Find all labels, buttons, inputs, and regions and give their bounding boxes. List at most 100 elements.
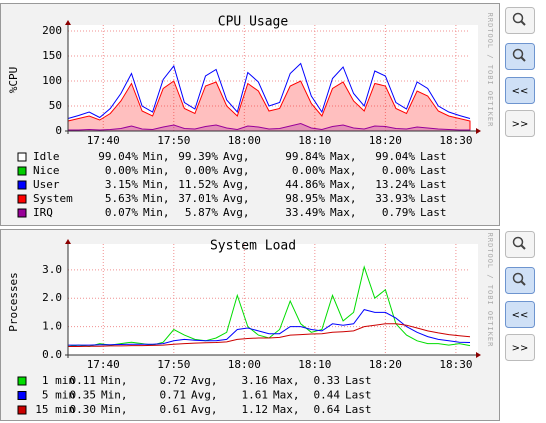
- legend-stat-label: Avg,: [223, 178, 250, 191]
- watermark: RRDTOOL / TOBI OETIKER: [486, 13, 494, 128]
- legend-stat-label: Max,: [330, 192, 357, 205]
- back-button[interactable]: [505, 301, 535, 328]
- y-tick-label: 100: [42, 74, 62, 87]
- legend-swatch: [17, 152, 27, 162]
- back-button[interactable]: [505, 77, 535, 104]
- legend-name: 5 min: [42, 389, 75, 402]
- x-tick-label: 18:10: [298, 134, 331, 147]
- chart-title: CPU Usage: [218, 15, 289, 30]
- chart-title: System Load: [210, 239, 296, 254]
- legend-stat-label: Min,: [143, 164, 170, 177]
- x-tick-label: 17:40: [87, 358, 120, 371]
- y-tick-label: 200: [42, 24, 62, 37]
- magnifier-icon: [512, 272, 524, 284]
- legend-name: 1 min: [42, 374, 75, 387]
- y-tick-label: 150: [42, 49, 62, 62]
- legend-stat: 37.01%: [178, 192, 218, 205]
- y-tick-label: 0.0: [42, 348, 62, 361]
- legend-stat-label: Last: [345, 374, 372, 387]
- legend-stat-label: Min,: [143, 150, 170, 163]
- legend-stat-label: Min,: [143, 192, 170, 205]
- x-tick-label: 18:00: [228, 358, 261, 371]
- button-label: <<: [512, 86, 529, 97]
- button-column: << >> << >>: [505, 7, 535, 361]
- forward-button[interactable]: [505, 334, 535, 361]
- area: [67, 80, 471, 132]
- legend-name: System: [33, 192, 73, 205]
- y-tick-label: 0: [55, 124, 62, 137]
- legend-stat-label: Last: [420, 150, 447, 163]
- legend-stat: 99.39%: [178, 150, 218, 163]
- x-tick-label: 18:20: [369, 358, 402, 371]
- legend-stat-label: Avg,: [191, 389, 218, 402]
- legend-swatch: [17, 194, 27, 204]
- legend-stat-label: Last: [420, 192, 447, 205]
- legend-stat: 1.61: [242, 389, 269, 402]
- legend-stat-label: Max,: [273, 389, 300, 402]
- x-tick-label: 18:10: [298, 358, 331, 371]
- y-tick-label: 1.0: [42, 320, 62, 333]
- legend-stat-label: Last: [420, 178, 447, 191]
- magnifier-icon: [520, 280, 526, 286]
- legend-stat-label: Avg,: [223, 150, 250, 163]
- legend-stat-label: Last: [345, 403, 372, 416]
- line: [67, 62, 471, 119]
- x-tick-label: 18:00: [228, 134, 261, 147]
- button-label: >>: [512, 343, 529, 354]
- zoom-in-button[interactable]: [505, 7, 535, 34]
- legend-swatch: [17, 391, 27, 400]
- legend-stat: 98.95%: [285, 192, 325, 205]
- line: [68, 323, 471, 347]
- watermark: RRDTOOL / TOBI OETIKER: [486, 233, 494, 348]
- legend-stat: 5.63%: [105, 192, 138, 205]
- legend-stat-label: Min,: [101, 374, 128, 387]
- legend-stat-label: Min,: [143, 206, 170, 219]
- legend-stat-label: Min,: [143, 178, 170, 191]
- legend-stat: 44.86%: [285, 178, 325, 191]
- x-tick-label: 17:50: [157, 134, 190, 147]
- zoom-out-button[interactable]: [505, 43, 535, 70]
- legend-stat: 3.15%: [105, 178, 138, 191]
- zoom-in-button[interactable]: [505, 231, 535, 258]
- legend-stat: 0.61: [160, 403, 187, 416]
- axis-arrow: [65, 20, 71, 25]
- legend-stat-label: Avg,: [223, 192, 250, 205]
- magnifier-icon: [512, 236, 524, 248]
- legend-stat: 33.49%: [285, 206, 325, 219]
- legend-stat-label: Last: [420, 206, 447, 219]
- magnifier-icon: [520, 56, 526, 62]
- legend-stat: 0.11: [70, 374, 97, 387]
- legend-stat: 0.44: [314, 389, 341, 402]
- plot-area: [68, 244, 478, 355]
- legend-stat-label: Max,: [330, 178, 357, 191]
- x-tick-label: 17:40: [87, 134, 120, 147]
- legend-stat-label: Last: [345, 389, 372, 402]
- area: [67, 122, 471, 132]
- zoom-out-button[interactable]: [505, 267, 535, 294]
- legend-stat-label: Max,: [330, 206, 357, 219]
- forward-button[interactable]: [505, 110, 535, 137]
- magnifier-icon: [520, 244, 526, 250]
- legend-stat: 33.93%: [375, 192, 415, 205]
- legend-stat: 0.71: [160, 389, 187, 402]
- legend-swatch: [17, 405, 27, 415]
- legend-stat: 1.12: [242, 403, 269, 416]
- legend-stat: 13.24%: [375, 178, 415, 191]
- x-tick-label: 18:20: [369, 134, 402, 147]
- legend-stat: 0.00%: [185, 164, 218, 177]
- y-tick-label: 2.0: [42, 291, 62, 304]
- legend-stat-label: Max,: [273, 374, 300, 387]
- line: [68, 309, 471, 346]
- legend-swatch: [17, 208, 27, 218]
- x-tick-label: 18:30: [439, 358, 472, 371]
- legend-swatch: [17, 180, 27, 190]
- legend-stat: 0.00%: [382, 164, 415, 177]
- legend-stat: 0.79%: [382, 206, 415, 219]
- axis-arrow: [65, 239, 71, 244]
- legend-stat-label: Max,: [330, 164, 357, 177]
- magnifier-icon: [512, 12, 524, 24]
- legend-name: IRQ: [33, 206, 53, 219]
- button-label: <<: [512, 310, 529, 321]
